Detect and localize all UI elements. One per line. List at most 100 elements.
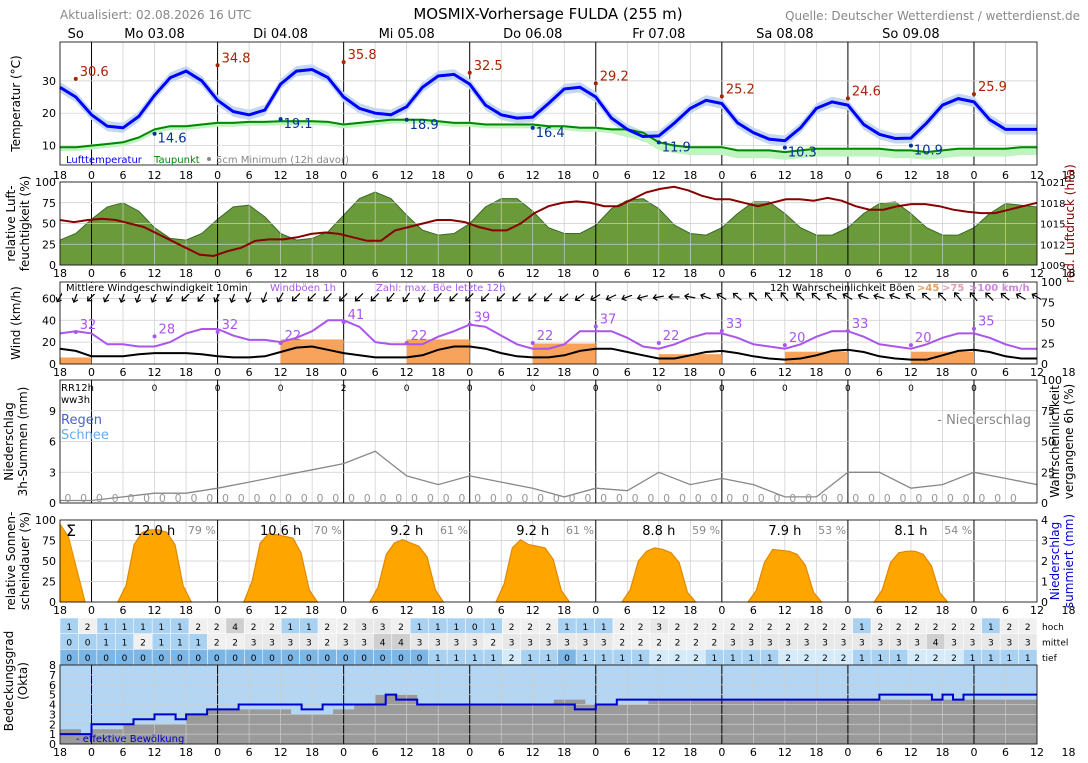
hour-tick-label: 6 (246, 267, 253, 280)
cloud-layer-value: 4 (933, 639, 939, 649)
legend-air-temperature: Lufttemperatur (66, 155, 143, 166)
wind-arrow-shaft (292, 293, 301, 301)
wind-arrow-head (386, 296, 393, 302)
precip-probability-line (60, 450, 1038, 502)
hour-tick-label: 0 (718, 169, 725, 182)
hour-tick-label: 12 (148, 746, 162, 759)
cloud-layer-value: 3 (877, 639, 883, 649)
wind-direction-arrow (668, 293, 680, 301)
source-label: Quelle: Deutscher Wetterdienst / wetterd… (785, 9, 1080, 23)
wind-arrow-head (197, 296, 203, 302)
wind-direction-arrow (683, 293, 696, 300)
wind-arrow-head (1015, 292, 1022, 299)
wind-arrow-shaft (104, 292, 111, 302)
cloud-layer-value: 3 (251, 639, 257, 649)
cloud-layer-value: 2 (841, 654, 847, 664)
ww3h-label: ww3h (61, 395, 90, 406)
pressure-y-tick: 1015 (1040, 220, 1065, 231)
hour-tick-label: 6 (120, 267, 127, 280)
cloud-layer-value: 2 (214, 639, 220, 649)
daily-sunshine-percent: 54 % (944, 524, 972, 537)
wind-arrow-shaft (528, 293, 537, 301)
hour-tick-label: 12 (148, 267, 162, 280)
humidity-y-tick: 50 (42, 218, 56, 231)
rr3h-value: 0 (947, 492, 954, 505)
gust-probability-y-tick: 100 (1041, 276, 1062, 289)
hour-tick-label: 0 (970, 604, 977, 617)
gust-probability-bar (910, 351, 974, 364)
cloud-layer-value: 2 (546, 623, 552, 633)
hour-tick-label: 18 (935, 746, 949, 759)
precip-sum-axis-title: Niederschlagsummiert (mm) (1048, 514, 1076, 608)
wind-direction-arrow (465, 293, 474, 302)
rr3h-value: 0 (427, 492, 434, 505)
wind-arrow-shaft (323, 293, 332, 301)
cloud-layer-value: 2 (619, 623, 625, 633)
rr3h-value: 0 (64, 492, 71, 505)
hour-tick-label: 0 (844, 366, 851, 379)
hour-tick-label: 18 (809, 746, 823, 759)
cloud-layer-value: 1 (1006, 654, 1012, 664)
wind-y-tick: 40 (42, 314, 56, 327)
page-title: MOSMIX-Vorhersage FULDA (255 m) (413, 5, 682, 23)
rr3h-value: 0 (884, 492, 891, 505)
wind-arrow-head (621, 294, 627, 302)
temp-min-marker (278, 117, 283, 122)
wind-direction-arrow (386, 292, 395, 302)
cloud-layer-value: 0 (398, 654, 404, 664)
rr12h-value: 0 (782, 384, 788, 394)
cloud-layer-value: 0 (103, 654, 109, 664)
daily-sunshine-hours: 12.0 h (134, 524, 175, 539)
cloud-layer-value: 1 (988, 623, 994, 633)
hour-tick-label: 0 (214, 746, 221, 759)
wind-arrow-shaft (419, 292, 426, 302)
temp-y-tick: 10 (42, 140, 56, 153)
sum-symbol: Σ (66, 521, 76, 540)
hour-tick-label: 12 (778, 746, 792, 759)
gust-line (59, 319, 1037, 350)
cloud-layer-value: 3 (269, 639, 275, 649)
precip-y-tick: 9 (49, 405, 56, 418)
rr3h-value: 0 (758, 492, 765, 505)
hour-tick-label: 0 (214, 267, 221, 280)
cloud-layer-value: 2 (675, 623, 681, 633)
hour-tick-label: 0 (88, 267, 95, 280)
hour-tick-label: 6 (750, 267, 757, 280)
rr3h-value: 0 (600, 492, 607, 505)
hour-tick-label: 6 (876, 746, 883, 759)
daily-sunshine-percent: 79 % (188, 524, 216, 537)
cloud-layer-value: 0 (195, 654, 201, 664)
hour-tick-label: 12 (904, 604, 918, 617)
wind-arrow-head (889, 292, 895, 300)
cloud-layer-value: 2 (619, 639, 625, 649)
hour-tick-label: 6 (624, 746, 631, 759)
hour-tick-label: 12 (526, 169, 540, 182)
cloud-layer-value: 2 (951, 623, 957, 633)
wind-arrow-head (985, 292, 991, 298)
gust-probability-y-tick: 75 (1041, 297, 1055, 310)
hour-tick-label: 12 (274, 267, 288, 280)
hour-tick-label: 12 (274, 169, 288, 182)
rr3h-value: 0 (395, 492, 402, 505)
daily-sunshine-hours: 8.8 h (642, 524, 675, 539)
cloud-layer-value: 0 (177, 654, 183, 664)
wind-direction-arrow (826, 292, 837, 301)
cover-y-tick: 4 (49, 699, 56, 712)
cloud-layer-value: 2 (656, 654, 662, 664)
temp-max-label: 25.9 (978, 80, 1007, 95)
cloud-layer-value: 2 (693, 654, 699, 664)
wind-direction-arrow (86, 293, 96, 302)
wind-arrow-shaft (591, 293, 601, 301)
wind-direction-arrow (166, 292, 174, 303)
sunshine-area (242, 533, 319, 603)
rr3h-value: 0 (994, 492, 1001, 505)
sunshine-area (746, 548, 823, 603)
precip-sum-y-tick: 0 (1041, 596, 1048, 609)
wind-arrow-shaft (701, 294, 711, 300)
wind-direction-arrow (764, 292, 773, 302)
wind-arrow-head (181, 296, 187, 302)
temp-max-marker (467, 70, 472, 75)
hour-tick-label: 12 (274, 604, 288, 617)
hour-tick-label: 6 (372, 267, 379, 280)
hour-tick-label: 18 (305, 366, 319, 379)
